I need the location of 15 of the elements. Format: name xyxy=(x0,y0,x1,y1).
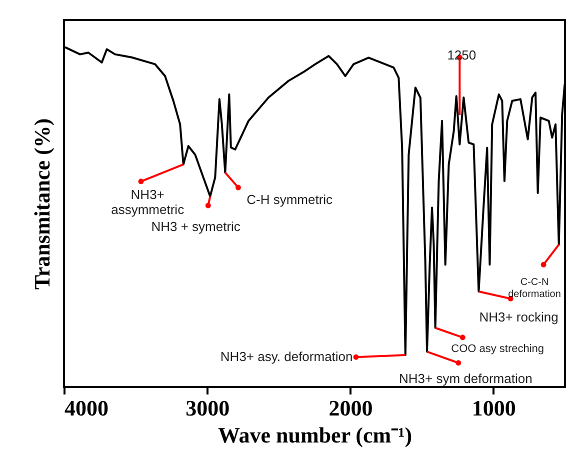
annotation: COO asy streching xyxy=(451,342,544,355)
y-axis-title: Transmitance (%) xyxy=(30,118,54,290)
annotation: NH3+ rocking xyxy=(479,310,558,325)
x-tick-label: 2000 xyxy=(328,396,373,420)
x-axis-title: Wave number (cm⁻¹) xyxy=(218,422,412,448)
annotation: NH3+ asy. deformation xyxy=(220,348,353,364)
annotation: NH3+ sym deformation xyxy=(399,370,532,386)
annotation: 1250 xyxy=(447,48,476,63)
x-tick-label: 4000 xyxy=(64,396,108,420)
x-tick-label: 3000 xyxy=(186,396,230,420)
x-tick-label: 1000 xyxy=(472,396,516,420)
annotation: C-C-N deformation xyxy=(508,276,561,300)
annotation: NH3 + symetric xyxy=(151,218,241,234)
annotation: NH3+ assymmetric xyxy=(111,187,185,218)
annotation: C-H symmetric xyxy=(246,192,334,207)
